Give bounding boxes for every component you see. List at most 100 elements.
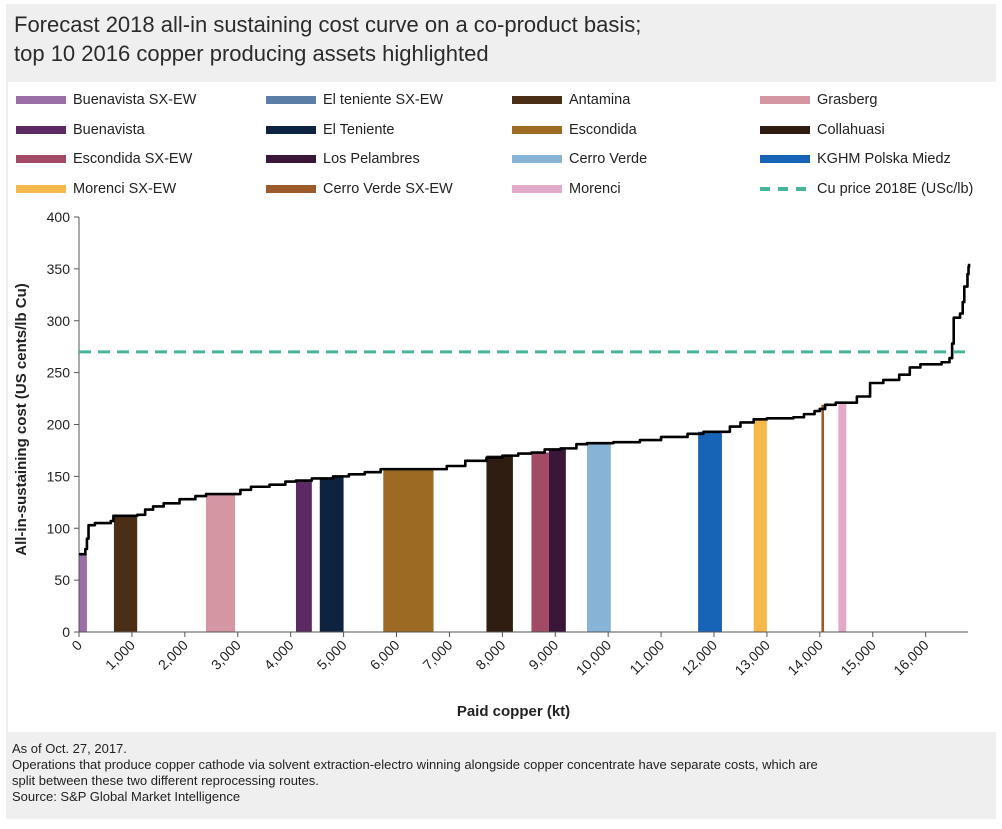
legend-item: KGHM Polska Miedz <box>760 149 951 169</box>
asset-bar <box>698 431 722 632</box>
legend-item: Morenci <box>512 179 621 199</box>
y-tick-label: 400 <box>47 209 71 225</box>
legend-item: Cu price 2018E (USc/lb) <box>760 179 973 199</box>
legend-item: El Teniente <box>266 120 394 140</box>
legend-label: Buenavista <box>73 122 145 138</box>
footnote-note-line-2: split between these two different reproc… <box>12 773 319 788</box>
asset-bar <box>79 554 87 632</box>
legend-swatch <box>266 185 316 193</box>
y-tick-label: 150 <box>47 468 71 484</box>
legend-swatch <box>760 96 810 104</box>
x-tick-label: 11,000 <box>626 637 667 678</box>
asset-bar <box>587 443 611 632</box>
asset-bar <box>486 455 513 632</box>
y-tick-label: 300 <box>47 313 71 329</box>
legend-item: Antamina <box>512 90 630 110</box>
legend-label: Buenavista SX-EW <box>73 92 197 108</box>
y-tick-label: 250 <box>47 365 71 381</box>
legend-item: El teniente SX-EW <box>266 90 443 110</box>
legend-label: Cerro Verde <box>569 151 648 167</box>
x-tick-label: 13,000 <box>731 637 773 679</box>
x-tick-label: 6,000 <box>367 637 403 673</box>
x-tick-label: 7,000 <box>419 637 455 673</box>
legend-dash-swatch <box>760 187 810 191</box>
cost-curve-line <box>79 263 971 556</box>
x-tick-label: 2,000 <box>155 637 191 673</box>
legend-label: Cerro Verde SX-EW <box>323 181 453 197</box>
legend-label: Morenci <box>569 181 621 197</box>
title-line-1: Forecast 2018 all-in sustaining cost cur… <box>14 12 642 37</box>
legend-swatch <box>512 96 562 104</box>
legend-label: El Teniente <box>323 122 395 138</box>
legend-swatch <box>512 155 562 163</box>
y-tick-label: 50 <box>54 572 70 588</box>
legend-label: Morenci SX-EW <box>73 181 177 197</box>
legend-label: Collahuasi <box>817 122 885 138</box>
x-tick-label: 16,000 <box>890 637 932 679</box>
asset-bar <box>753 419 767 632</box>
legend-item: Escondida <box>512 120 637 140</box>
legend-swatch <box>16 126 66 134</box>
footnote-date: As of Oct. 27, 2017. <box>12 741 127 756</box>
legend-item: Los Pelambres <box>266 149 420 169</box>
footnote-source: Source: S&P Global Market Intelligence <box>12 789 241 804</box>
footnote-note-line-1: Operations that produce copper cathode v… <box>12 757 818 772</box>
legend-swatch <box>760 126 810 134</box>
legend-swatch <box>512 126 562 134</box>
x-tick-label: 1,000 <box>102 637 138 673</box>
x-tick-label: 12,000 <box>679 637 721 679</box>
x-tick-label: 0 <box>68 637 85 654</box>
title-line-2: top 10 2016 copper producing assets high… <box>14 41 489 66</box>
legend-item: Grasberg <box>760 90 877 110</box>
legend-item: Buenavista SX-EW <box>16 90 196 110</box>
legend-item: Collahuasi <box>760 120 885 140</box>
asset-bar <box>383 469 434 632</box>
x-axis-title: Paid copper (kt) <box>457 703 570 720</box>
legend-label: Escondida SX-EW <box>73 151 193 167</box>
legend-swatch <box>16 96 66 104</box>
legend: Buenavista SX-EW El teniente SX-EW Antamin… <box>16 90 992 208</box>
x-tick-label: 10,000 <box>573 637 615 679</box>
asset-bar <box>113 515 138 632</box>
legend-item: Morenci SX-EW <box>16 179 176 199</box>
x-tick-label: 3,000 <box>208 637 244 673</box>
x-tick-label: 4,000 <box>261 637 297 673</box>
legend-label: El teniente SX-EW <box>323 92 444 108</box>
legend-label: Los Pelambres <box>323 151 420 167</box>
asset-bar <box>319 477 344 632</box>
asset-bar <box>548 449 566 632</box>
y-tick-label: 0 <box>62 624 70 640</box>
legend-swatch <box>16 185 66 193</box>
legend-item: Cerro Verde SX-EW <box>266 179 453 199</box>
y-tick-label: 200 <box>47 417 71 433</box>
asset-bar <box>295 479 312 632</box>
asset-bar <box>821 404 825 632</box>
chart-title: Forecast 2018 all-in sustaining cost cur… <box>14 10 989 68</box>
legend-item: Cerro Verde <box>512 149 647 169</box>
legend-label: Grasberg <box>817 92 878 108</box>
legend-label: KGHM Polska Miedz <box>817 151 951 167</box>
legend-label: Cu price 2018E (USc/lb) <box>817 181 974 197</box>
x-tick-label: 14,000 <box>784 637 826 679</box>
legend-swatch <box>266 126 316 134</box>
footnotes: As of Oct. 27, 2017. Operations that pro… <box>12 741 992 805</box>
legend-item: Escondida SX-EW <box>16 149 192 169</box>
legend-swatch <box>512 185 562 193</box>
legend-label: Escondida <box>569 122 637 138</box>
asset-bar <box>206 494 236 632</box>
x-tick-label: 9,000 <box>525 637 561 673</box>
x-tick-label: 8,000 <box>472 637 508 673</box>
x-tick-label: 5,000 <box>314 637 350 673</box>
legend-label: Antamina <box>569 92 631 108</box>
y-tick-label: 350 <box>47 261 71 277</box>
legend-swatch <box>266 155 316 163</box>
legend-item: Buenavista <box>16 120 145 140</box>
legend-swatch <box>16 155 66 163</box>
asset-bar <box>531 452 549 632</box>
legend-swatch <box>760 155 810 163</box>
y-axis-title: All-in-sustaining cost (US cents/lb Cu) <box>13 283 30 556</box>
x-tick-label: 15,000 <box>837 637 879 679</box>
asset-bar <box>838 402 847 632</box>
cost-curve-chart: 0 50 100 150 200 250 300 350 400 0 1,000 2,000 3,000… <box>13 209 971 720</box>
legend-swatch <box>266 96 316 104</box>
